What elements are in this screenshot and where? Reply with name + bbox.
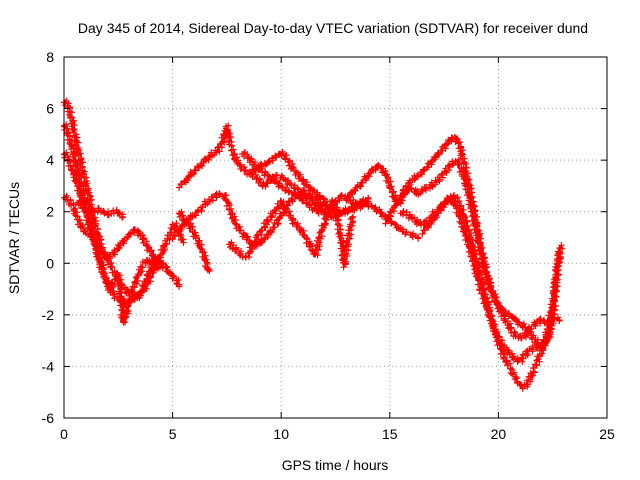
data-point-markers bbox=[175, 208, 213, 275]
x-tick-label: 5 bbox=[169, 426, 177, 442]
x-tick-label: 10 bbox=[273, 426, 289, 442]
y-tick-label: -4 bbox=[42, 358, 55, 374]
y-tick-label: 6 bbox=[46, 101, 54, 117]
x-tick-label: 15 bbox=[382, 426, 398, 442]
data-point-markers bbox=[175, 122, 330, 206]
y-tick-label: 8 bbox=[46, 49, 54, 65]
x-tick-label: 20 bbox=[491, 426, 507, 442]
y-tick-label: 0 bbox=[46, 255, 54, 271]
series-track-O bbox=[247, 169, 372, 212]
tick-layer: 0 5 10 15 20 25 -6 -4 -2 0 2 4 6 8 bbox=[42, 49, 615, 442]
plot-frame bbox=[63, 56, 608, 419]
data-point-markers bbox=[73, 197, 126, 221]
data-point-markers bbox=[247, 169, 372, 212]
grid-layer bbox=[64, 57, 607, 418]
y-axis-label: SDTVAR / TECUs bbox=[6, 182, 22, 294]
data-point-markers bbox=[238, 149, 422, 242]
y-tick-label: -6 bbox=[42, 410, 55, 426]
y-tick-label: 4 bbox=[46, 152, 54, 168]
x-axis-label: GPS time / hours bbox=[282, 457, 389, 473]
data-point-markers bbox=[419, 194, 554, 365]
series-track-N bbox=[419, 194, 554, 365]
y-tick-label: -2 bbox=[42, 307, 55, 323]
chart-title: Day 345 of 2014, Sidereal Day-to-day VTE… bbox=[78, 20, 588, 36]
data-layer bbox=[60, 97, 566, 392]
series-track-H bbox=[175, 122, 330, 206]
series-track-G bbox=[175, 208, 213, 275]
series-track-J bbox=[238, 149, 422, 242]
x-tick-label: 25 bbox=[599, 426, 615, 442]
series-track-E bbox=[73, 197, 126, 221]
x-tick-label: 0 bbox=[60, 426, 68, 442]
y-tick-label: 2 bbox=[46, 204, 54, 220]
